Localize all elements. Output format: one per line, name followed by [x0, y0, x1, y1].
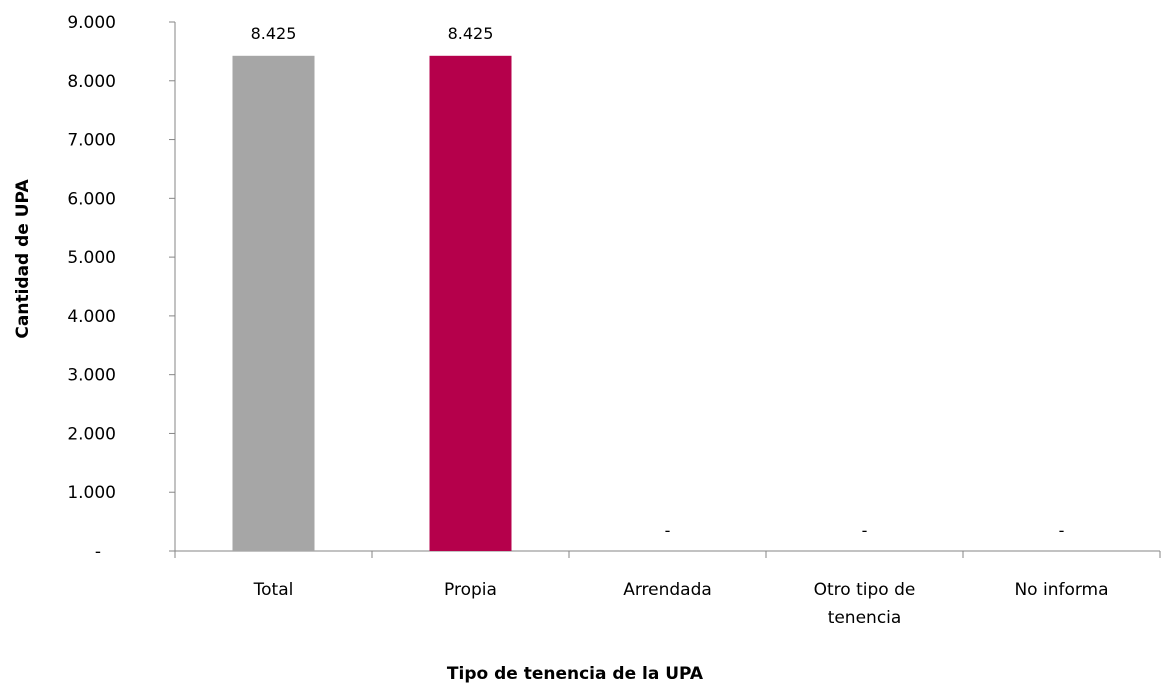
x-axis: Total Propia Arrendada Otro tipo de tenencia…: [169, 550, 1161, 628]
data-label: -: [1059, 521, 1065, 540]
y-tick-label: 2.000: [67, 424, 116, 444]
x-tick-label: Otro tipo de: [814, 580, 916, 600]
y-tick-label: 1.000: [67, 483, 116, 503]
y-tick-label: 6.000: [67, 189, 116, 209]
bar: [232, 55, 315, 552]
x-tick-label: Propia: [444, 580, 497, 600]
y-axis: - 1.000 2.000 3.000 4.000 5.000 6.000 7.000 8.00…: [67, 13, 176, 562]
data-label: 8.425: [448, 24, 494, 43]
y-axis-title: Cantidad de UPA: [13, 179, 33, 339]
y-tick-label: 4.000: [67, 307, 116, 327]
x-tick-label: tenencia: [828, 608, 902, 628]
y-tick-label: 8.000: [67, 72, 116, 92]
data-label: -: [665, 521, 671, 540]
x-axis-title: Tipo de tenencia de la UPA: [447, 664, 704, 684]
y-tick-label: -: [95, 542, 101, 562]
y-tick-label: 5.000: [67, 248, 116, 268]
bars: [232, 55, 512, 552]
y-tick-label: 9.000: [67, 13, 116, 33]
bar: [429, 55, 512, 552]
data-label: 8.425: [251, 24, 297, 43]
data-labels: 8.425 8.425 - - -: [251, 24, 1065, 540]
y-tick-label: 7.000: [67, 131, 116, 151]
x-tick-label: No informa: [1014, 580, 1108, 600]
x-tick-label: Arrendada: [623, 580, 712, 600]
x-tick-label: Total: [253, 580, 294, 600]
data-label: -: [862, 521, 868, 540]
y-tick-label: 3.000: [67, 366, 116, 386]
